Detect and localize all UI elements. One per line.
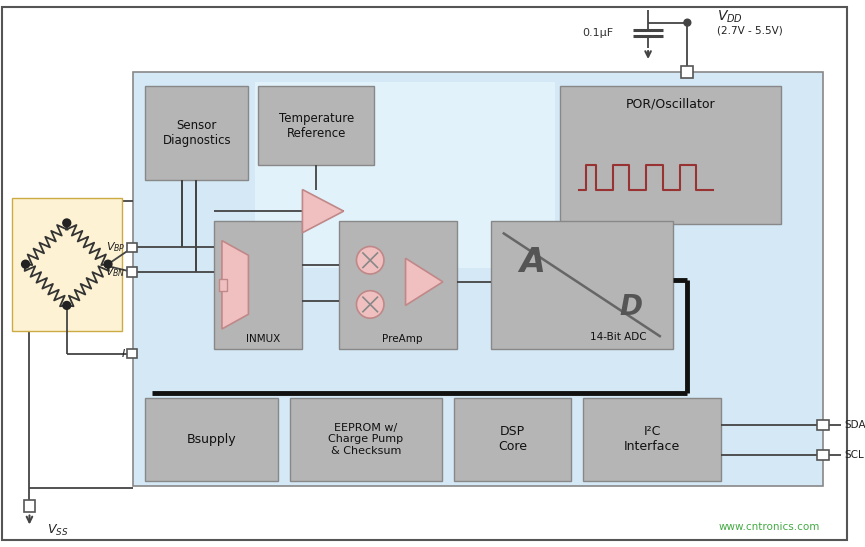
Text: (2.7V - 5.5V): (2.7V - 5.5V)	[717, 26, 783, 36]
Polygon shape	[406, 258, 443, 305]
Text: EEPROM w/
Charge Pump
& Checksum: EEPROM w/ Charge Pump & Checksum	[328, 423, 403, 456]
Circle shape	[63, 219, 71, 227]
Circle shape	[356, 290, 384, 318]
Bar	[219, 279, 227, 290]
Text: SCL: SCL	[844, 450, 864, 459]
Text: Sensor
Diagnostics: Sensor Diagnostics	[163, 119, 231, 147]
Text: $V_{SS}$: $V_{SS}$	[47, 523, 68, 538]
Bar	[126, 242, 138, 252]
Text: INMUX: INMUX	[246, 334, 280, 344]
Text: 14-Bit ADC: 14-Bit ADC	[590, 332, 647, 342]
Bar	[214, 221, 303, 348]
Circle shape	[63, 301, 71, 310]
Bar	[453, 398, 572, 481]
Bar	[339, 221, 457, 348]
Text: PreAmp: PreAmp	[382, 334, 423, 344]
Bar	[126, 348, 138, 358]
Bar	[145, 86, 248, 180]
Bar	[255, 82, 554, 268]
Bar	[682, 66, 693, 78]
Text: $V_{BN}$: $V_{BN}$	[106, 265, 125, 279]
Bar	[817, 450, 829, 459]
Text: A: A	[519, 246, 545, 279]
Bar	[259, 86, 375, 165]
Circle shape	[22, 260, 29, 268]
Text: D: D	[620, 293, 643, 322]
Circle shape	[356, 247, 384, 274]
Bar	[145, 398, 278, 481]
Text: I: I	[121, 348, 125, 358]
Bar	[126, 267, 138, 277]
Text: SDA: SDA	[844, 420, 865, 430]
Text: $V_{BP}$: $V_{BP}$	[106, 241, 125, 254]
Polygon shape	[222, 241, 248, 329]
Circle shape	[104, 260, 112, 268]
Bar	[817, 420, 829, 430]
Polygon shape	[303, 190, 343, 233]
Bar	[491, 221, 673, 348]
Bar	[23, 500, 35, 511]
Text: POR/Oscillator: POR/Oscillator	[625, 97, 715, 110]
Text: Temperature
Reference: Temperature Reference	[279, 112, 354, 139]
Bar	[290, 398, 442, 481]
Circle shape	[684, 19, 691, 26]
Text: $V_{DD}$: $V_{DD}$	[717, 9, 743, 25]
Text: www.cntronics.com: www.cntronics.com	[719, 522, 820, 532]
Text: 0.1μF: 0.1μF	[583, 28, 614, 38]
Text: Bsupply: Bsupply	[187, 433, 236, 446]
Bar	[583, 398, 721, 481]
Text: DSP
Core: DSP Core	[498, 426, 527, 453]
Text: I²C
Interface: I²C Interface	[624, 426, 680, 453]
Bar	[132, 72, 823, 486]
Bar	[560, 86, 780, 224]
Bar	[12, 199, 122, 331]
